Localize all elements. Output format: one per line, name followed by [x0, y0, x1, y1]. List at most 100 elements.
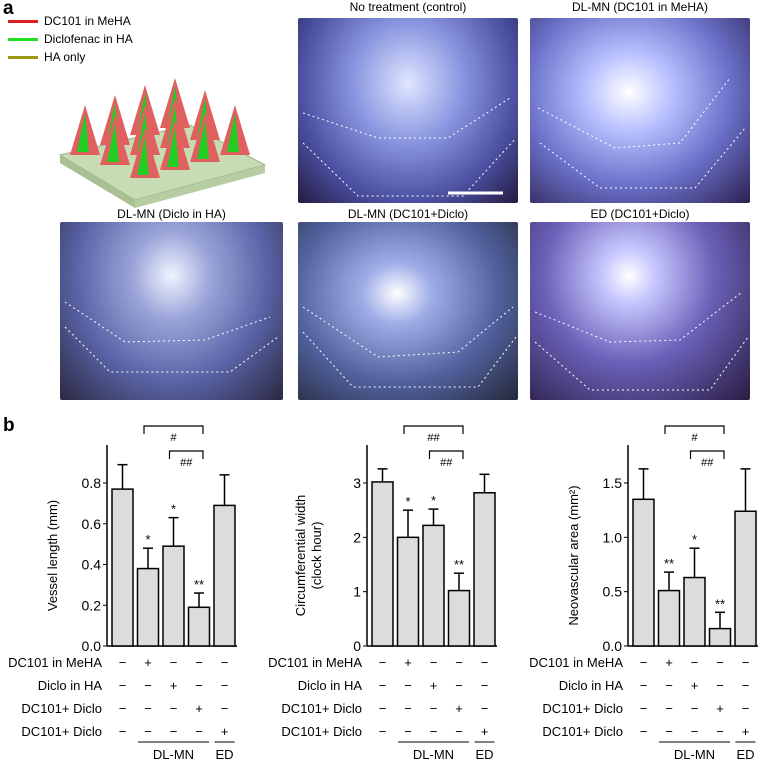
treatment-sign: −: [379, 655, 387, 670]
legend-swatch: [8, 19, 38, 23]
photo-title: ED (DC101+Diclo): [590, 207, 690, 221]
bar: [683, 576, 706, 647]
bracket-label: #: [170, 432, 177, 444]
panel-b-label: b: [3, 415, 15, 436]
treatment-sign: −: [221, 655, 229, 670]
y-axis-label: Circumferential width: [293, 495, 308, 616]
y-tick-label: 0.5: [603, 584, 623, 600]
group-label: ED: [736, 747, 754, 761]
y-tick-label: 0: [353, 638, 361, 654]
microneedle-icon: [130, 128, 160, 178]
bar: [447, 589, 471, 647]
treatment-sign: −: [430, 701, 438, 716]
treatment-sign: −: [144, 724, 152, 739]
y-tick-label: 1.0: [603, 529, 623, 545]
needle-core: [227, 113, 239, 152]
row-label: DC101 in MeHA: [529, 655, 623, 670]
y-tick-label: 0.0: [82, 638, 102, 654]
panel-a-label: a: [3, 0, 14, 19]
treatment-sign: +: [195, 701, 203, 716]
y-tick-label: 3: [353, 475, 361, 491]
bar: [734, 510, 757, 647]
y-tick-label: 0.4: [82, 557, 102, 573]
treatment-sign: +: [170, 678, 178, 693]
row-label: Diclo in HA: [298, 678, 363, 693]
bar: [473, 492, 496, 647]
treatment-sign: −: [742, 655, 750, 670]
legend-item: HA only: [8, 48, 133, 66]
treatment-sign: −: [195, 678, 203, 693]
treatment-sign: −: [195, 724, 203, 739]
treatment-sign: −: [691, 655, 699, 670]
group-label: DL-MN: [674, 747, 715, 761]
bar: [396, 536, 420, 647]
eye-photo-diclo: [60, 222, 283, 400]
treatment-sign: −: [170, 724, 178, 739]
group-label: DL-MN: [413, 747, 454, 761]
row-label: DC101+ Diclo: [542, 701, 623, 716]
group-label: ED: [475, 747, 493, 761]
treatment-sign: −: [455, 678, 463, 693]
y-axis-label: Neovascular area (mm²): [566, 485, 581, 625]
legend-label: HA only: [44, 50, 86, 64]
needle-core: [107, 123, 119, 162]
bracket-label: ##: [427, 432, 440, 444]
photo-title: DL-MN (DC101+Diclo): [347, 207, 469, 221]
treatment-sign: −: [119, 701, 127, 716]
treatment-sign: −: [640, 724, 648, 739]
needle-core: [167, 128, 179, 167]
needle-core: [137, 136, 149, 175]
legend-swatch: [8, 55, 38, 59]
legend-item: DC101 in MeHA: [8, 12, 133, 30]
treatment-sign: +: [665, 655, 673, 670]
bar: [657, 589, 681, 647]
y-tick-label: 0.6: [82, 516, 102, 532]
bar: [632, 498, 655, 647]
row-label: DC101+ Diclo: [542, 724, 623, 739]
bar: [213, 504, 236, 647]
row-label: DC101 in MeHA: [268, 655, 362, 670]
legend-swatch: [8, 37, 38, 41]
treatment-sign: −: [742, 701, 750, 716]
bracket-label: ##: [180, 457, 193, 469]
treatment-sign: +: [221, 724, 229, 739]
treatment-sign: −: [716, 678, 724, 693]
group-label: ED: [215, 747, 233, 761]
treatment-sign: −: [665, 724, 673, 739]
microneedle-icon: [70, 105, 100, 155]
treatment-sign: −: [379, 701, 387, 716]
significance-star: **: [664, 556, 674, 571]
treatment-sign: −: [404, 701, 412, 716]
treatment-sign: −: [640, 701, 648, 716]
treatment-sign: +: [742, 724, 750, 739]
eye-photo-ed: [530, 222, 750, 400]
bar: [111, 488, 134, 647]
treatment-sign: +: [481, 724, 489, 739]
eye-photo-dc101-diclo: [298, 222, 518, 400]
treatment-sign: −: [144, 678, 152, 693]
y-tick-label: 1.5: [603, 475, 623, 491]
row-label: Diclo in HA: [38, 678, 103, 693]
bar: [371, 481, 394, 647]
bracket-label: ##: [701, 457, 714, 469]
treatment-sign: +: [430, 678, 438, 693]
treatment-sign: −: [170, 655, 178, 670]
treatment-sign: −: [481, 655, 489, 670]
significance-star: **: [194, 577, 204, 592]
microneedle-icon: [160, 120, 190, 170]
y-axis-label: (clock hour): [309, 522, 324, 590]
bar: [422, 524, 445, 647]
row-label: DC101+ Diclo: [21, 724, 102, 739]
bar: [708, 627, 732, 647]
treatment-sign: −: [455, 655, 463, 670]
treatment-sign: +: [144, 655, 152, 670]
microneedle-icon: [220, 105, 250, 155]
treatment-sign: +: [455, 701, 463, 716]
significance-bracket: [428, 450, 464, 459]
needle-core: [197, 120, 209, 159]
eye-photo-control: [298, 18, 518, 203]
treatment-sign: −: [404, 724, 412, 739]
bar: [187, 606, 211, 647]
